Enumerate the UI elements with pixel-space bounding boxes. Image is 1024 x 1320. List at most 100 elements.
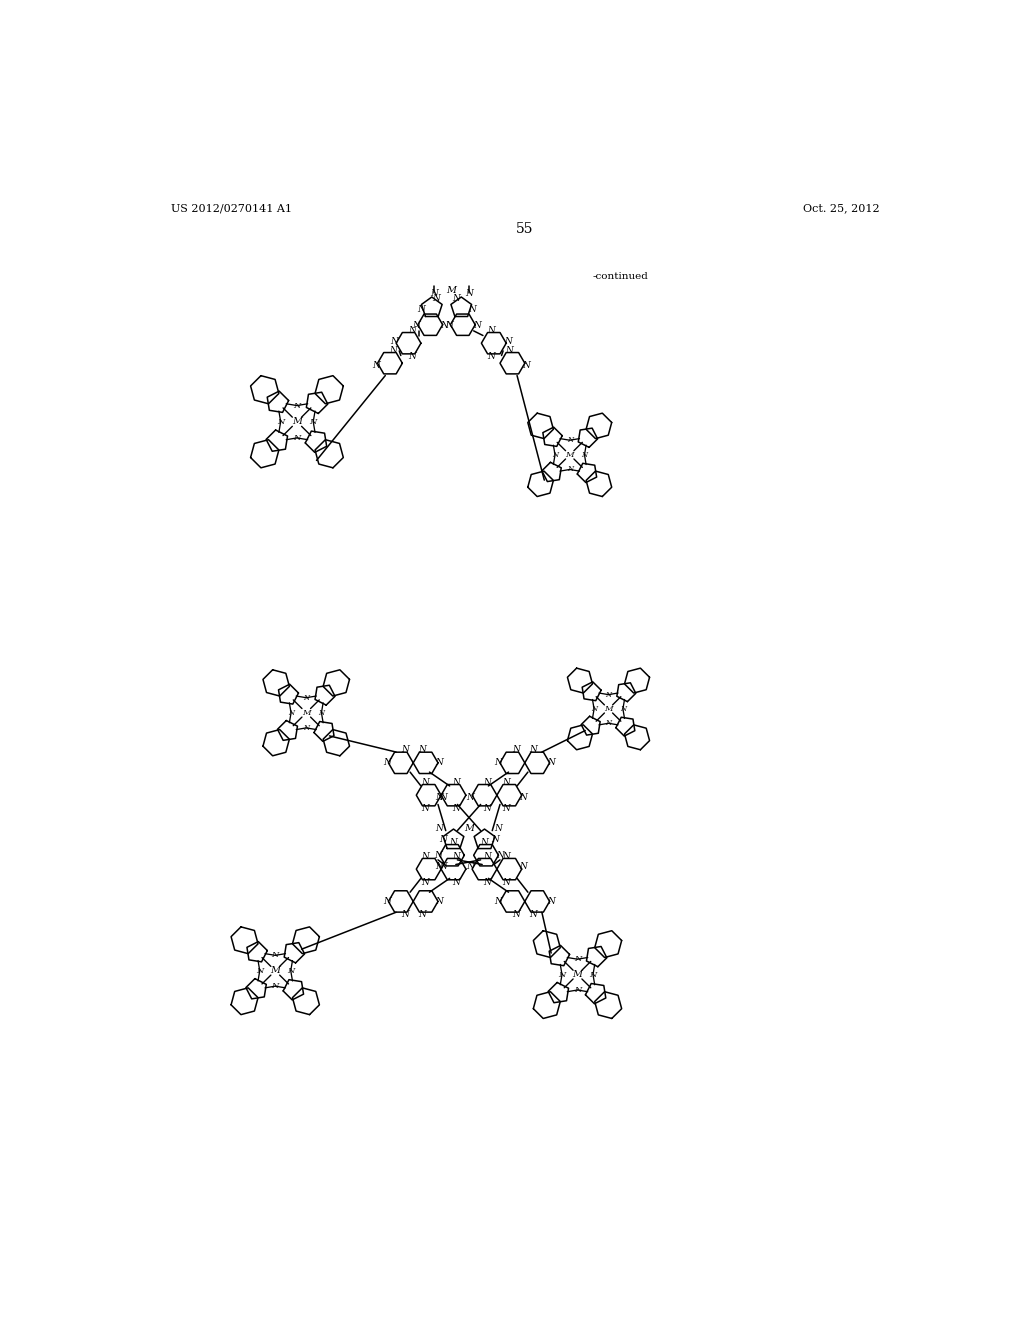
- Text: N: N: [400, 746, 409, 754]
- Text: N: N: [288, 709, 294, 717]
- Text: N: N: [391, 337, 398, 346]
- Text: N: N: [318, 709, 325, 717]
- Text: N: N: [293, 401, 301, 409]
- Text: N: N: [566, 436, 572, 445]
- Text: N: N: [522, 362, 530, 370]
- Text: N: N: [468, 305, 476, 314]
- Text: M: M: [565, 451, 574, 459]
- Text: N: N: [529, 746, 538, 754]
- Text: N: N: [383, 759, 391, 767]
- Text: N: N: [506, 346, 513, 355]
- Text: N: N: [512, 746, 520, 754]
- Text: M: M: [604, 705, 612, 713]
- Text: N: N: [605, 719, 611, 727]
- Text: N: N: [519, 862, 527, 871]
- Text: N: N: [303, 694, 309, 702]
- Text: Oct. 25, 2012: Oct. 25, 2012: [803, 203, 880, 214]
- Text: N: N: [453, 878, 461, 887]
- Text: N: N: [309, 417, 316, 426]
- Text: M: M: [302, 709, 310, 717]
- Text: N: N: [271, 982, 279, 990]
- Text: N: N: [547, 759, 555, 767]
- Text: 55: 55: [516, 222, 534, 236]
- Text: N: N: [519, 793, 527, 803]
- Text: N: N: [504, 337, 512, 346]
- Text: N: N: [573, 956, 582, 964]
- Text: N: N: [287, 966, 295, 974]
- Text: N: N: [467, 793, 474, 803]
- Text: N: N: [620, 705, 626, 713]
- Text: N: N: [422, 777, 429, 787]
- Text: N: N: [435, 824, 443, 833]
- Text: N: N: [495, 824, 503, 833]
- Text: N: N: [480, 838, 488, 846]
- Text: N: N: [422, 804, 429, 813]
- Text: US 2012/0270141 A1: US 2012/0270141 A1: [171, 203, 292, 214]
- Text: N: N: [434, 851, 442, 859]
- Text: N: N: [422, 851, 429, 861]
- Text: N: N: [502, 851, 510, 861]
- Text: N: N: [408, 352, 416, 360]
- Text: N: N: [422, 878, 429, 887]
- Text: N: N: [453, 851, 461, 861]
- Text: M: M: [572, 970, 583, 979]
- Text: N: N: [276, 417, 285, 426]
- Text: N: N: [413, 321, 420, 330]
- Text: N: N: [271, 952, 279, 960]
- Text: M: M: [292, 417, 302, 426]
- Text: N: N: [486, 326, 495, 334]
- Text: N: N: [483, 878, 492, 887]
- Text: N: N: [438, 862, 446, 871]
- Text: N: N: [502, 777, 510, 787]
- Text: N: N: [486, 352, 495, 360]
- Text: N: N: [573, 986, 582, 994]
- Text: N: N: [465, 289, 473, 297]
- Text: M: M: [270, 966, 281, 975]
- Text: N: N: [418, 909, 426, 919]
- Text: -continued: -continued: [593, 272, 649, 281]
- Text: N: N: [496, 851, 504, 859]
- Text: N: N: [383, 898, 391, 906]
- Text: N: N: [435, 793, 443, 803]
- Text: N: N: [408, 326, 416, 334]
- Text: N: N: [417, 305, 425, 314]
- Text: N: N: [453, 804, 461, 813]
- Text: N: N: [483, 804, 492, 813]
- Text: M: M: [446, 286, 456, 296]
- Text: N: N: [483, 777, 492, 787]
- Text: N: N: [473, 321, 480, 330]
- Text: N: N: [558, 970, 565, 978]
- Text: N: N: [438, 793, 446, 803]
- Text: N: N: [502, 878, 510, 887]
- Text: N: N: [293, 434, 301, 442]
- Text: N: N: [256, 966, 263, 974]
- Text: N: N: [495, 898, 503, 906]
- Text: N: N: [605, 690, 611, 698]
- Text: N: N: [453, 777, 461, 787]
- Text: N: N: [566, 466, 572, 474]
- Text: N: N: [438, 836, 446, 845]
- Text: N: N: [372, 362, 380, 370]
- Text: N: N: [547, 898, 555, 906]
- Text: N: N: [444, 321, 453, 330]
- Text: N: N: [590, 970, 597, 978]
- Text: N: N: [453, 294, 461, 304]
- Text: N: N: [400, 909, 409, 919]
- Text: N: N: [512, 909, 520, 919]
- Text: N: N: [435, 759, 443, 767]
- Text: N: N: [418, 746, 426, 754]
- Text: N: N: [495, 759, 503, 767]
- Text: N: N: [502, 804, 510, 813]
- Text: N: N: [389, 346, 397, 355]
- Text: N: N: [529, 909, 538, 919]
- Text: N: N: [435, 862, 443, 871]
- Text: N: N: [430, 289, 438, 297]
- Text: N: N: [552, 451, 558, 459]
- Text: N: N: [432, 294, 440, 304]
- Text: N: N: [440, 321, 449, 330]
- Text: N: N: [450, 838, 458, 846]
- Text: N: N: [483, 851, 492, 861]
- Text: N: N: [435, 898, 443, 906]
- Text: N: N: [591, 705, 597, 713]
- Text: N: N: [582, 451, 588, 459]
